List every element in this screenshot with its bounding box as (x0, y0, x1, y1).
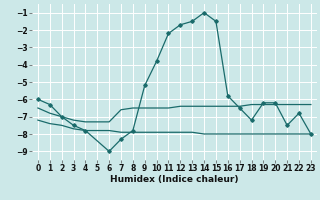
X-axis label: Humidex (Indice chaleur): Humidex (Indice chaleur) (110, 175, 239, 184)
